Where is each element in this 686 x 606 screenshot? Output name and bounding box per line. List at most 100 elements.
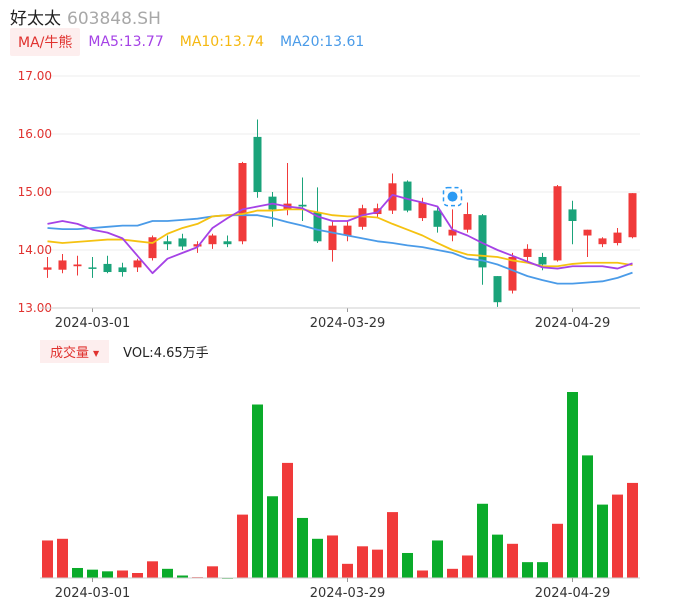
- volume-bar: [402, 552, 413, 578]
- candle: [448, 229, 457, 236]
- candle: [598, 238, 607, 245]
- volume-bar: [177, 575, 188, 578]
- candle: [508, 256, 517, 291]
- volume-bar: [252, 404, 263, 578]
- volume-button-label: 成交量: [50, 345, 90, 361]
- volume-bar: [507, 543, 518, 578]
- x-tick-label: 2024-03-29: [310, 316, 386, 331]
- volume-bar: [297, 517, 308, 578]
- ma20-line: [47, 214, 633, 285]
- volume-bar: [372, 549, 383, 578]
- volume-bar: [102, 571, 113, 578]
- volume-bar: [462, 555, 473, 578]
- volume-bar: [612, 494, 623, 578]
- volume-bar: [552, 523, 563, 578]
- volume-x-tick-label: 2024-04-29: [535, 586, 611, 601]
- candle: [613, 232, 622, 244]
- candle: [178, 238, 187, 247]
- candle: [388, 183, 397, 211]
- volume-bar: [537, 562, 548, 578]
- volume-bar: [567, 392, 578, 578]
- volume-bar: [582, 455, 593, 578]
- ma5-line: [47, 193, 633, 275]
- candle: [568, 209, 577, 221]
- volume-bar: [117, 570, 128, 578]
- candle: [133, 260, 142, 268]
- stock-title: 好太太 603848.SH: [10, 4, 161, 29]
- candle: [523, 248, 532, 257]
- volume-bar: [522, 562, 533, 578]
- candle: [343, 225, 352, 236]
- volume-bar: [282, 462, 293, 578]
- volume-bar: [57, 538, 68, 578]
- ma10-label: MA10:13.74: [179, 34, 265, 50]
- candle: [478, 215, 487, 268]
- candle: [418, 202, 427, 219]
- candle: [538, 256, 547, 265]
- ma-indicator-button[interactable]: MA/牛熊: [10, 28, 81, 56]
- event-marker-dot: [447, 191, 458, 202]
- y-tick-label: 15.00: [18, 185, 52, 199]
- ma20-label: MA20:13.61: [280, 34, 365, 50]
- volume-bar: [417, 570, 428, 578]
- volume-bar: [42, 540, 53, 578]
- candle: [298, 204, 307, 207]
- candle: [493, 276, 502, 303]
- volume-bar: [387, 512, 398, 578]
- volume-bar: [237, 514, 248, 578]
- stock-code: 603848.SH: [67, 9, 161, 29]
- volume-x-tick-label: 2024-03-29: [310, 586, 386, 601]
- candle: [553, 186, 562, 261]
- candle: [208, 235, 217, 245]
- volume-bar: [72, 567, 83, 578]
- volume-bar: [342, 563, 353, 578]
- volume-bar: [267, 496, 278, 578]
- candle: [238, 163, 247, 242]
- y-tick-label: 17.00: [18, 69, 52, 83]
- volume-bar: [597, 504, 608, 578]
- volume-bar: [357, 546, 368, 578]
- candle: [193, 244, 202, 247]
- volume-bar: [132, 572, 143, 578]
- candle: [163, 241, 172, 245]
- x-tick-label: 2024-03-01: [55, 316, 131, 331]
- x-tick-label: 2024-04-29: [535, 316, 611, 331]
- volume-bar: [147, 561, 158, 578]
- volume-bar: [627, 482, 638, 578]
- candle: [628, 193, 637, 238]
- candle: [433, 210, 442, 227]
- candle: [583, 229, 592, 236]
- volume-bar: [432, 540, 443, 578]
- candle: [358, 208, 367, 227]
- volume-indicator-button[interactable]: 成交量 ▼: [40, 339, 110, 363]
- volume-legend: 成交量 ▼ VOL:4.65万手: [40, 339, 209, 363]
- stock-name: 好太太: [10, 9, 61, 29]
- volume-bar: [447, 568, 458, 578]
- candle: [103, 263, 112, 273]
- candle: [463, 214, 472, 230]
- candle: [313, 212, 322, 242]
- candle: [253, 136, 262, 192]
- candle: [88, 267, 97, 269]
- volume-bar: [87, 569, 98, 578]
- event-marker-icon: [442, 186, 463, 207]
- volume-bar: [492, 534, 503, 578]
- volume-x-tick-label: 2024-03-01: [55, 586, 131, 601]
- y-tick-label: 14.00: [18, 243, 52, 257]
- candle: [73, 264, 82, 267]
- candle: [328, 225, 337, 250]
- candle: [118, 267, 127, 273]
- volume-bar: [327, 535, 338, 578]
- candle: [58, 260, 67, 270]
- volume-bar: [477, 503, 488, 578]
- volume-bar: [162, 568, 173, 578]
- y-tick-label: 16.00: [18, 127, 52, 141]
- volume-value: VOL:4.65万手: [123, 345, 209, 361]
- ma-legend: MA/牛熊 MA5:13.77 MA10:13.74 MA20:13.61: [10, 28, 380, 56]
- candle: [403, 181, 412, 211]
- ma5-label: MA5:13.77: [88, 34, 164, 50]
- volume-bar: [312, 538, 323, 578]
- candle: [223, 241, 232, 245]
- candle: [43, 267, 52, 270]
